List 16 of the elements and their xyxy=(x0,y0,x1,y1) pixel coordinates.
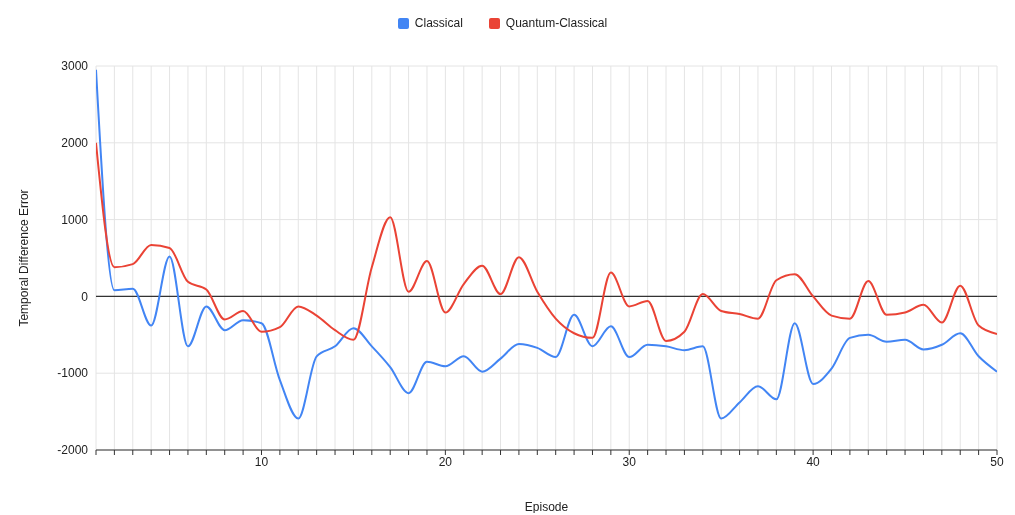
y-axis-title: Temporal Difference Error xyxy=(17,189,32,327)
y-tick-label: 0 xyxy=(81,289,89,304)
line-series xyxy=(96,141,997,342)
y-tick-label: 2000 xyxy=(61,136,89,151)
x-tick-label: 40 xyxy=(806,454,821,469)
y-tick-label: -1000 xyxy=(57,366,89,381)
x-tick-label: 50 xyxy=(990,454,1004,469)
legend-label: Classical xyxy=(413,16,463,30)
y-tick-label: 1000 xyxy=(61,212,89,227)
legend-label: Quantum-Classical xyxy=(504,16,608,30)
y-tick-label: 3000 xyxy=(61,59,89,74)
x-axis-title: Episode xyxy=(524,500,569,514)
x-tick-label: 30 xyxy=(622,454,637,469)
x-tick-label: 20 xyxy=(438,454,453,469)
y-tick-label: -2000 xyxy=(57,443,89,458)
x-tick-label: 10 xyxy=(254,454,269,469)
